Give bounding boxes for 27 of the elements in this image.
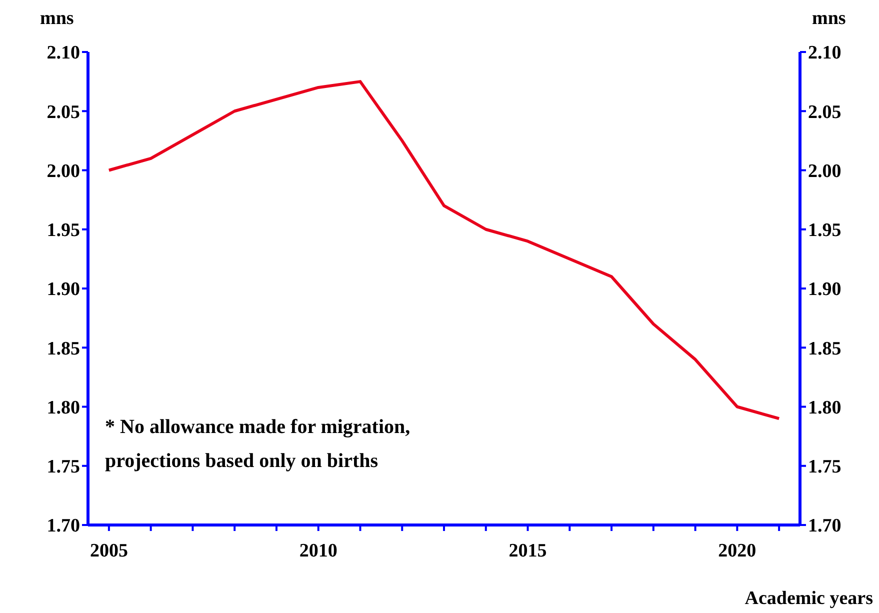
y-tick-label: 1.95: [46, 220, 80, 242]
y-tick-label: 2.05: [46, 102, 80, 123]
y-tick-label: 1.90: [46, 279, 80, 300]
y2-tick-label: 2.00: [808, 160, 842, 182]
y2-tick-label: 1.90: [808, 279, 842, 300]
x-tick-label: 2020: [718, 540, 756, 562]
x-axis-title: Academic years: [744, 588, 873, 610]
x-tick-label: 2010: [299, 540, 338, 562]
y-tick-label: 2.10: [46, 42, 80, 64]
y-tick-label: 1.80: [46, 397, 80, 418]
y2-tick-label: 1.95: [808, 220, 842, 242]
y-axis-title: mns: [40, 8, 74, 30]
y2-tick-label: 1.75: [808, 456, 842, 478]
y2-tick-label: 1.70: [808, 516, 842, 537]
y-tick-label: 2.00: [46, 160, 80, 182]
y2-tick-label: 1.80: [808, 397, 842, 418]
x-tick-label: 2015: [508, 540, 547, 562]
y2-axis-title: mns: [812, 8, 846, 30]
y2-tick-label: 2.10: [808, 42, 842, 64]
y-tick-label: 1.70: [46, 516, 80, 537]
y-tick-label: 1.75: [46, 456, 80, 478]
y-tick-label: 1.85: [46, 338, 80, 360]
x-tick-label: 2005: [90, 540, 128, 562]
line-series: [107, 80, 781, 420]
y2-tick-label: 1.85: [808, 338, 842, 360]
y2-tick-label: 2.05: [808, 102, 842, 123]
annotation: * No allowance made for migration, projections based only on births: [105, 415, 410, 474]
